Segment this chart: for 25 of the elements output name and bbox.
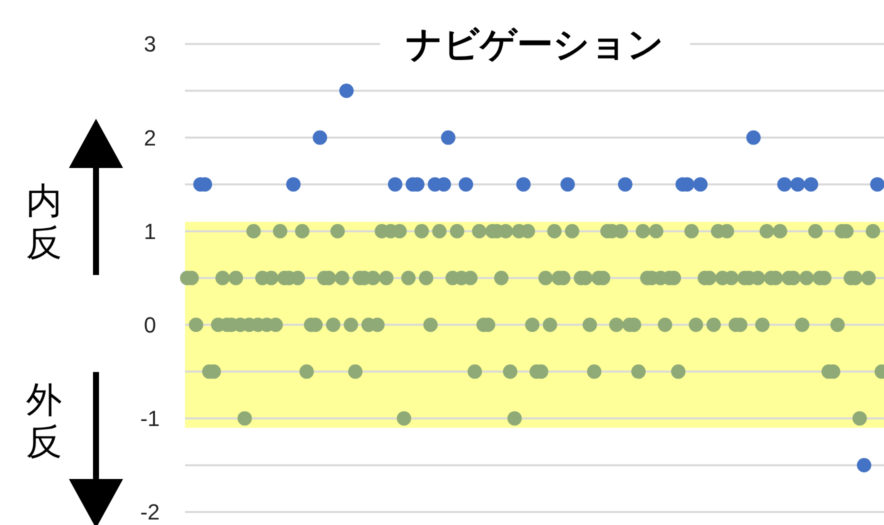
text: 内反 — [26, 180, 62, 263]
point — [777, 177, 792, 192]
point — [870, 177, 884, 192]
point — [618, 177, 632, 192]
point — [746, 130, 761, 145]
y-tick-label: 0 — [144, 312, 156, 338]
point — [856, 458, 872, 472]
point — [312, 130, 328, 145]
chart-title: ナビゲーション — [406, 24, 664, 65]
point — [441, 130, 456, 145]
point — [286, 177, 301, 192]
point — [693, 177, 708, 192]
point — [388, 177, 402, 192]
point — [339, 84, 354, 98]
y-tick-label: -1 — [140, 406, 160, 432]
y-tick-label: 3 — [144, 32, 156, 57]
point — [560, 177, 575, 192]
y-tick-label: 2 — [144, 125, 156, 150]
point — [790, 177, 805, 192]
text: 外反 — [26, 379, 62, 462]
y-tick-label: -2 — [140, 500, 160, 525]
y-tick-label: 1 — [144, 218, 156, 244]
point — [516, 177, 531, 192]
point — [458, 177, 474, 192]
point — [804, 177, 818, 192]
